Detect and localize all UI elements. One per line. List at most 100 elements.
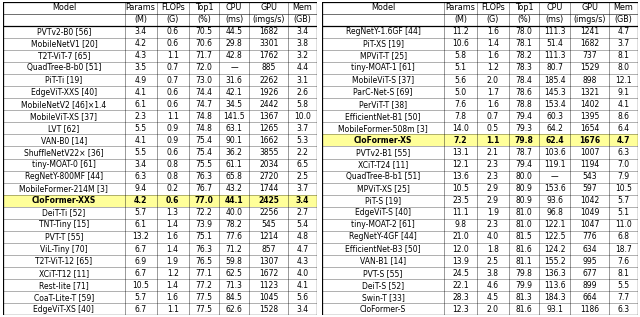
Text: 0.6: 0.6 xyxy=(166,148,179,157)
Text: —: — xyxy=(551,172,559,181)
Text: 10.5: 10.5 xyxy=(615,184,632,193)
Text: RegNetY-1.6GF [44]: RegNetY-1.6GF [44] xyxy=(346,27,420,36)
Text: 10.5: 10.5 xyxy=(132,281,149,290)
Text: 79.8: 79.8 xyxy=(515,136,534,145)
Text: 44.5: 44.5 xyxy=(226,27,243,36)
Text: 136.3: 136.3 xyxy=(544,269,566,278)
Text: 4.2: 4.2 xyxy=(134,196,147,205)
Text: 1682: 1682 xyxy=(259,27,278,36)
Text: 543: 543 xyxy=(582,172,597,181)
Text: 1047: 1047 xyxy=(580,220,599,230)
Text: 12.1: 12.1 xyxy=(615,75,632,85)
Text: 12.0: 12.0 xyxy=(452,244,469,254)
Text: 7.8: 7.8 xyxy=(454,112,467,121)
Text: 4.8: 4.8 xyxy=(296,232,308,242)
Text: 1529: 1529 xyxy=(580,63,599,73)
Text: TNT-Tiny [15]: TNT-Tiny [15] xyxy=(39,220,89,230)
Text: 3.4: 3.4 xyxy=(296,305,308,314)
Text: 7.6: 7.6 xyxy=(618,256,630,266)
Text: 6.7: 6.7 xyxy=(134,305,147,314)
Text: 1528: 1528 xyxy=(259,305,278,314)
Text: (imgs/s): (imgs/s) xyxy=(573,15,606,24)
Text: 7.6: 7.6 xyxy=(454,100,467,109)
Text: 4.1: 4.1 xyxy=(134,136,147,145)
Text: EfficientNet-B1 [50]: EfficientNet-B1 [50] xyxy=(346,112,421,121)
Text: 1049: 1049 xyxy=(580,208,599,217)
Text: 1654: 1654 xyxy=(580,124,599,133)
Text: 1.2: 1.2 xyxy=(487,63,499,73)
Text: 43.2: 43.2 xyxy=(226,184,243,193)
Text: 3.4: 3.4 xyxy=(134,27,147,36)
Text: 153.6: 153.6 xyxy=(544,184,566,193)
Text: 1321: 1321 xyxy=(580,87,599,97)
Text: 10.6: 10.6 xyxy=(452,39,469,48)
Text: Mem: Mem xyxy=(292,3,312,12)
Text: FLOPs: FLOPs xyxy=(161,3,184,12)
Text: 0.9: 0.9 xyxy=(166,124,179,133)
Text: 0.7: 0.7 xyxy=(486,112,499,121)
Text: 79.3: 79.3 xyxy=(516,124,532,133)
Text: 4.1: 4.1 xyxy=(296,281,308,290)
Text: 1307: 1307 xyxy=(259,256,278,266)
Text: 62.6: 62.6 xyxy=(226,305,243,314)
Text: 51.4: 51.4 xyxy=(547,39,563,48)
Text: 11.2: 11.2 xyxy=(452,27,468,36)
Text: 31.6: 31.6 xyxy=(226,75,243,85)
Text: 14.0: 14.0 xyxy=(452,124,469,133)
Text: 40.0: 40.0 xyxy=(226,208,243,217)
Text: 2034: 2034 xyxy=(259,160,278,169)
Text: 6.4: 6.4 xyxy=(618,124,630,133)
Text: 0.6: 0.6 xyxy=(166,196,179,205)
Text: 8.1: 8.1 xyxy=(618,269,630,278)
Text: 124.2: 124.2 xyxy=(544,244,566,254)
Text: 2.5: 2.5 xyxy=(487,256,499,266)
Text: 6.1: 6.1 xyxy=(134,100,147,109)
Text: 3.4: 3.4 xyxy=(296,27,308,36)
Text: 10.0: 10.0 xyxy=(294,112,311,121)
Text: 1.6: 1.6 xyxy=(487,100,499,109)
Text: 24.5: 24.5 xyxy=(452,269,469,278)
Text: 737: 737 xyxy=(582,51,597,61)
Text: CloFormer-S: CloFormer-S xyxy=(360,305,406,314)
Text: (ms): (ms) xyxy=(225,15,243,24)
Text: 13.2: 13.2 xyxy=(132,232,149,242)
Text: 3.7: 3.7 xyxy=(296,124,308,133)
Text: 1.8: 1.8 xyxy=(487,244,499,254)
Text: 18.7: 18.7 xyxy=(615,244,632,254)
Text: Top1: Top1 xyxy=(195,3,213,12)
Text: 5.4: 5.4 xyxy=(296,220,308,230)
Text: 5.3: 5.3 xyxy=(296,136,308,145)
Text: 77.5: 77.5 xyxy=(195,293,212,302)
Text: (ms): (ms) xyxy=(546,15,564,24)
Text: 1.4: 1.4 xyxy=(166,281,179,290)
Text: 60.3: 60.3 xyxy=(547,112,563,121)
Text: 1.4: 1.4 xyxy=(487,39,499,48)
Text: 78.3: 78.3 xyxy=(516,63,532,73)
Text: 1402: 1402 xyxy=(580,100,599,109)
Text: 1744: 1744 xyxy=(259,184,278,193)
Text: 634: 634 xyxy=(582,244,597,254)
Text: 12.1: 12.1 xyxy=(452,160,468,169)
Text: 1.1: 1.1 xyxy=(166,305,179,314)
Text: ViL-Tiny [70]: ViL-Tiny [70] xyxy=(40,244,88,254)
Text: GPU: GPU xyxy=(581,3,598,12)
Text: 78.8: 78.8 xyxy=(516,100,532,109)
Text: 1265: 1265 xyxy=(259,124,278,133)
Text: 2.9: 2.9 xyxy=(487,196,499,205)
Text: 4.5: 4.5 xyxy=(486,293,499,302)
Text: 4.6: 4.6 xyxy=(486,281,499,290)
Text: T2T-ViT-7 [65]: T2T-ViT-7 [65] xyxy=(38,51,90,61)
Text: 4.1: 4.1 xyxy=(134,87,147,97)
Text: 59.8: 59.8 xyxy=(226,256,243,266)
Text: 5.0: 5.0 xyxy=(454,87,467,97)
Text: 78.2: 78.2 xyxy=(516,51,532,61)
Text: 74.8: 74.8 xyxy=(195,112,212,121)
Text: 184.3: 184.3 xyxy=(544,293,566,302)
Text: 7.9: 7.9 xyxy=(618,172,630,181)
Text: MobileViT-S [37]: MobileViT-S [37] xyxy=(352,75,414,85)
Text: 76.3: 76.3 xyxy=(195,244,212,254)
Text: 9.8: 9.8 xyxy=(454,220,467,230)
Text: 113.6: 113.6 xyxy=(544,281,566,290)
Text: ShuffleNetV22× [36]: ShuffleNetV22× [36] xyxy=(24,148,104,157)
Text: 13.6: 13.6 xyxy=(452,172,469,181)
